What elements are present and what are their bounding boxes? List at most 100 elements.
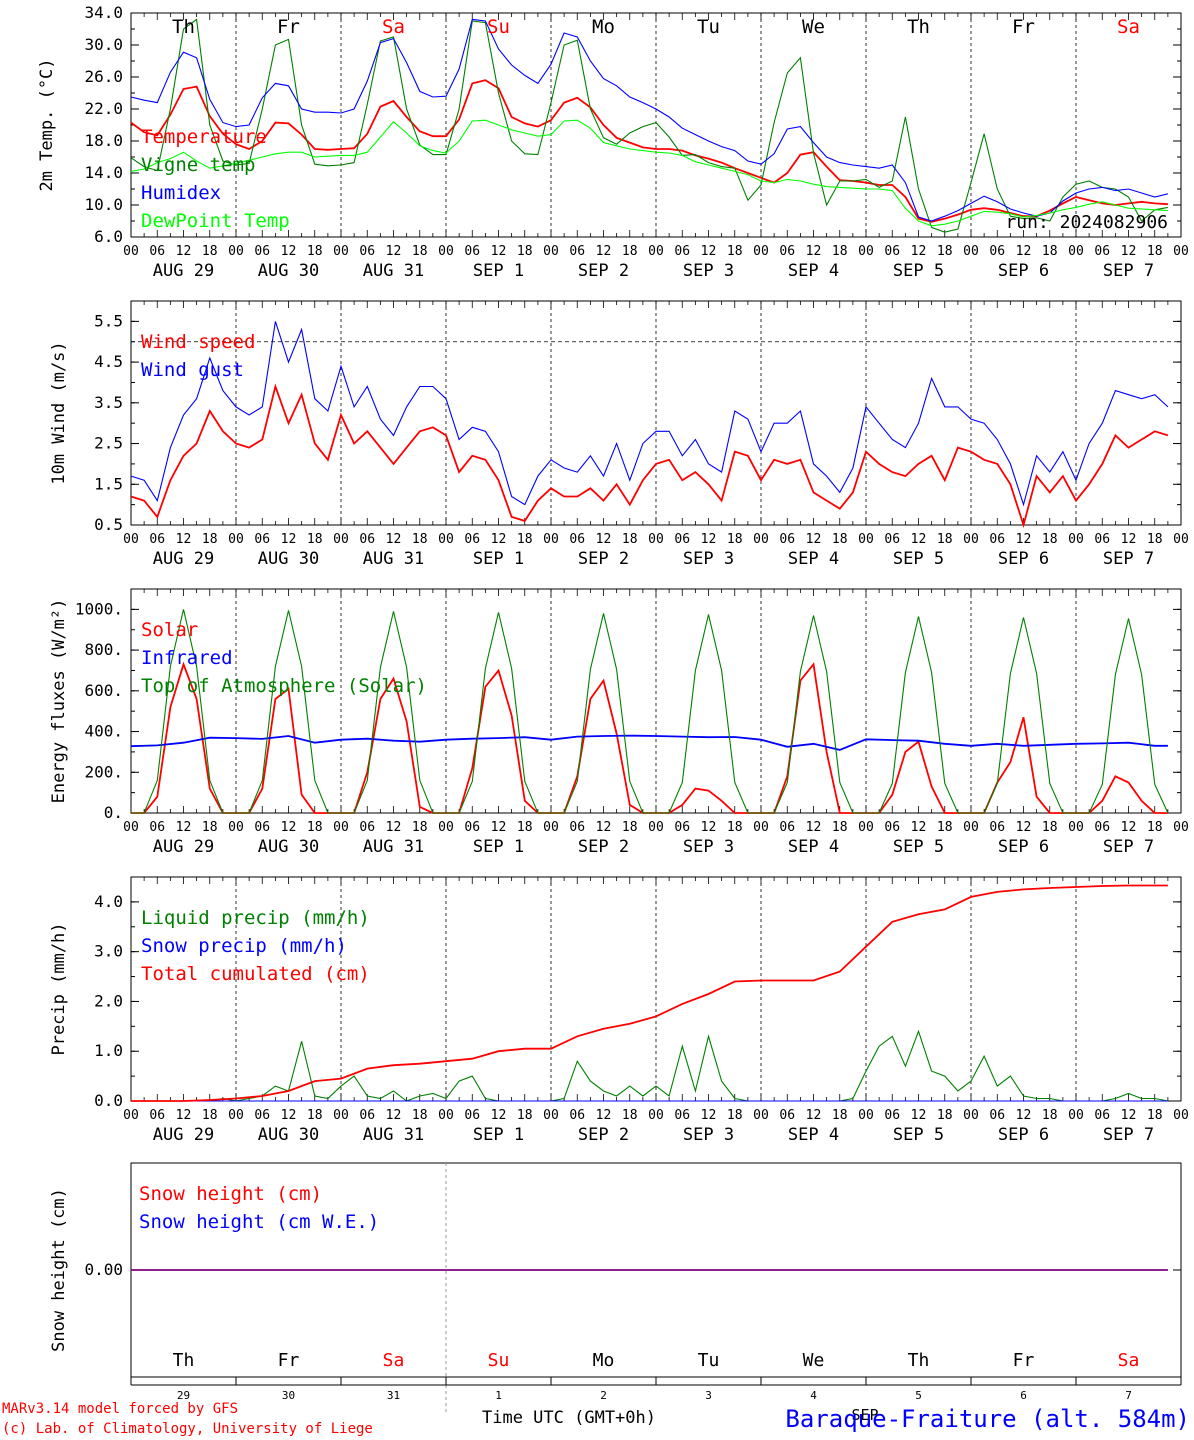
x-tick-label: 06 [674, 820, 690, 835]
date-label: SEP 3 [683, 1125, 734, 1145]
day-number-label: 30 [282, 1389, 295, 1402]
date-label: SEP 1 [473, 549, 524, 569]
x-tick-label: 00 [333, 820, 349, 835]
x-tick-label: 00 [333, 1108, 349, 1123]
x-tick-label: 12 [281, 532, 297, 547]
day-of-week-label: We [803, 1350, 825, 1371]
x-tick-label: 06 [989, 532, 1005, 547]
x-tick-label: 12 [596, 532, 612, 547]
x-tick-label: 12 [491, 244, 507, 259]
x-tick-label: 18 [622, 1108, 638, 1123]
x-tick-label: 06 [569, 244, 585, 259]
day-number-label: 6 [1020, 1389, 1027, 1402]
x-tick-label: 12 [911, 244, 927, 259]
panel-2: 00 06 12 18 00 06 12 18 00 06 12 18 00 06 12 18 00 06 12 18… [49, 300, 1189, 569]
y-tick-label: 14.0 [84, 163, 123, 182]
date-label: SEP 6 [998, 261, 1049, 281]
panel-1: 00 06 12 18 00 06 12 18 00 06 12 18 00 06 12 18 00 06 12 18… [37, 3, 1189, 281]
date-label: SEP 6 [998, 549, 1049, 569]
x-tick-label: 18 [1147, 532, 1163, 547]
x-tick-label: 00 [438, 532, 454, 547]
x-tick-label: 18 [412, 1108, 428, 1123]
x-tick-label: 00 [648, 820, 664, 835]
date-label: SEP 2 [578, 1125, 629, 1145]
date-label: SEP 6 [998, 1125, 1049, 1145]
date-label: SEP 5 [893, 1125, 944, 1145]
day-number-label: 1 [495, 1389, 502, 1402]
x-tick-label: 18 [832, 820, 848, 835]
legend-entry: Wind gust [141, 359, 244, 381]
day-number-label: 2 [600, 1389, 607, 1402]
series-line-infrared [130, 734, 1168, 751]
x-tick-label: 12 [1016, 1108, 1032, 1123]
date-label: AUG 31 [363, 1125, 424, 1145]
legend-entry: Temperature [141, 126, 267, 148]
y-tick-label: 600. [84, 681, 123, 700]
series-line-top-of-atmosphere-solar [131, 609, 1169, 814]
x-tick-label: 12 [386, 244, 402, 259]
x-tick-label: 18 [832, 1108, 848, 1123]
x-tick-label: 06 [569, 1108, 585, 1123]
y-tick-label: 0.0 [94, 1091, 123, 1110]
date-label: SEP 7 [1103, 261, 1154, 281]
legend-entry: DewPoint Temp [141, 210, 290, 232]
date-label: AUG 30 [258, 837, 319, 857]
day-of-week-label: We [802, 16, 825, 38]
legend-entry: Snow precip (mm/h) [141, 935, 347, 957]
day-of-week-label: Fr [1012, 16, 1035, 38]
x-tick-label: 06 [1094, 1108, 1110, 1123]
x-tick-label: 12 [596, 244, 612, 259]
x-tick-label: 12 [701, 244, 717, 259]
series-line-liquid-precip-mm-h [131, 1029, 1169, 1102]
month-label: SEP [851, 1406, 878, 1424]
x-tick-label: 06 [149, 1108, 165, 1123]
x-tick-label: 00 [648, 532, 664, 547]
x-tick-label: 12 [176, 244, 192, 259]
x-tick-label: 18 [307, 532, 323, 547]
day-number-label: 3 [705, 1389, 712, 1402]
day-of-week-label: Sa [383, 1350, 405, 1371]
plot-frame [130, 12, 1182, 238]
x-tick-label: 18 [517, 532, 533, 547]
y-tick-label: 4.5 [94, 352, 123, 371]
x-tick-label: 18 [937, 244, 953, 259]
day-number-label: 5 [915, 1389, 922, 1402]
x-tick-label: 12 [281, 244, 297, 259]
x-tick-label: 00 [858, 244, 874, 259]
x-tick-label: 12 [281, 1108, 297, 1123]
x-tick-label: 18 [727, 820, 743, 835]
x-tick-label: 06 [674, 1108, 690, 1123]
date-label: SEP 7 [1103, 837, 1154, 857]
x-tick-label: 00 [123, 244, 139, 259]
x-tick-label: 06 [779, 1108, 795, 1123]
x-tick-label: 00 [963, 1108, 979, 1123]
x-tick-label: 00 [1173, 820, 1189, 835]
x-axis-label: Time UTC (GMT+0h) [482, 1408, 656, 1428]
x-tick-label: 18 [412, 244, 428, 259]
day-of-week-label: Tu [698, 1350, 720, 1371]
legend-entry: Total cumulated (cm) [141, 963, 370, 985]
x-tick-label: 06 [359, 1108, 375, 1123]
y-tick-label: 4.0 [94, 892, 123, 911]
x-tick-label: 18 [1042, 532, 1058, 547]
x-tick-label: 18 [1042, 820, 1058, 835]
x-tick-label: 00 [753, 1108, 769, 1123]
y-tick-label: 0.5 [94, 515, 123, 534]
x-tick-label: 18 [622, 532, 638, 547]
x-tick-label: 18 [307, 820, 323, 835]
legend-entry: Snow height (cm) [139, 1183, 322, 1205]
x-tick-label: 00 [543, 820, 559, 835]
date-label: AUG 29 [153, 261, 214, 281]
x-tick-label: 06 [149, 820, 165, 835]
x-tick-label: 12 [701, 532, 717, 547]
x-tick-label: 06 [989, 820, 1005, 835]
date-label: SEP 6 [998, 837, 1049, 857]
x-tick-label: 12 [596, 820, 612, 835]
legend-entry: Solar [141, 619, 198, 641]
x-tick-label: 12 [491, 532, 507, 547]
series-line-dewpoint-temp [130, 119, 1168, 227]
y-tick-label: 34.0 [84, 3, 123, 22]
date-label: SEP 3 [683, 549, 734, 569]
x-tick-label: 00 [123, 820, 139, 835]
x-tick-label: 12 [1121, 820, 1137, 835]
